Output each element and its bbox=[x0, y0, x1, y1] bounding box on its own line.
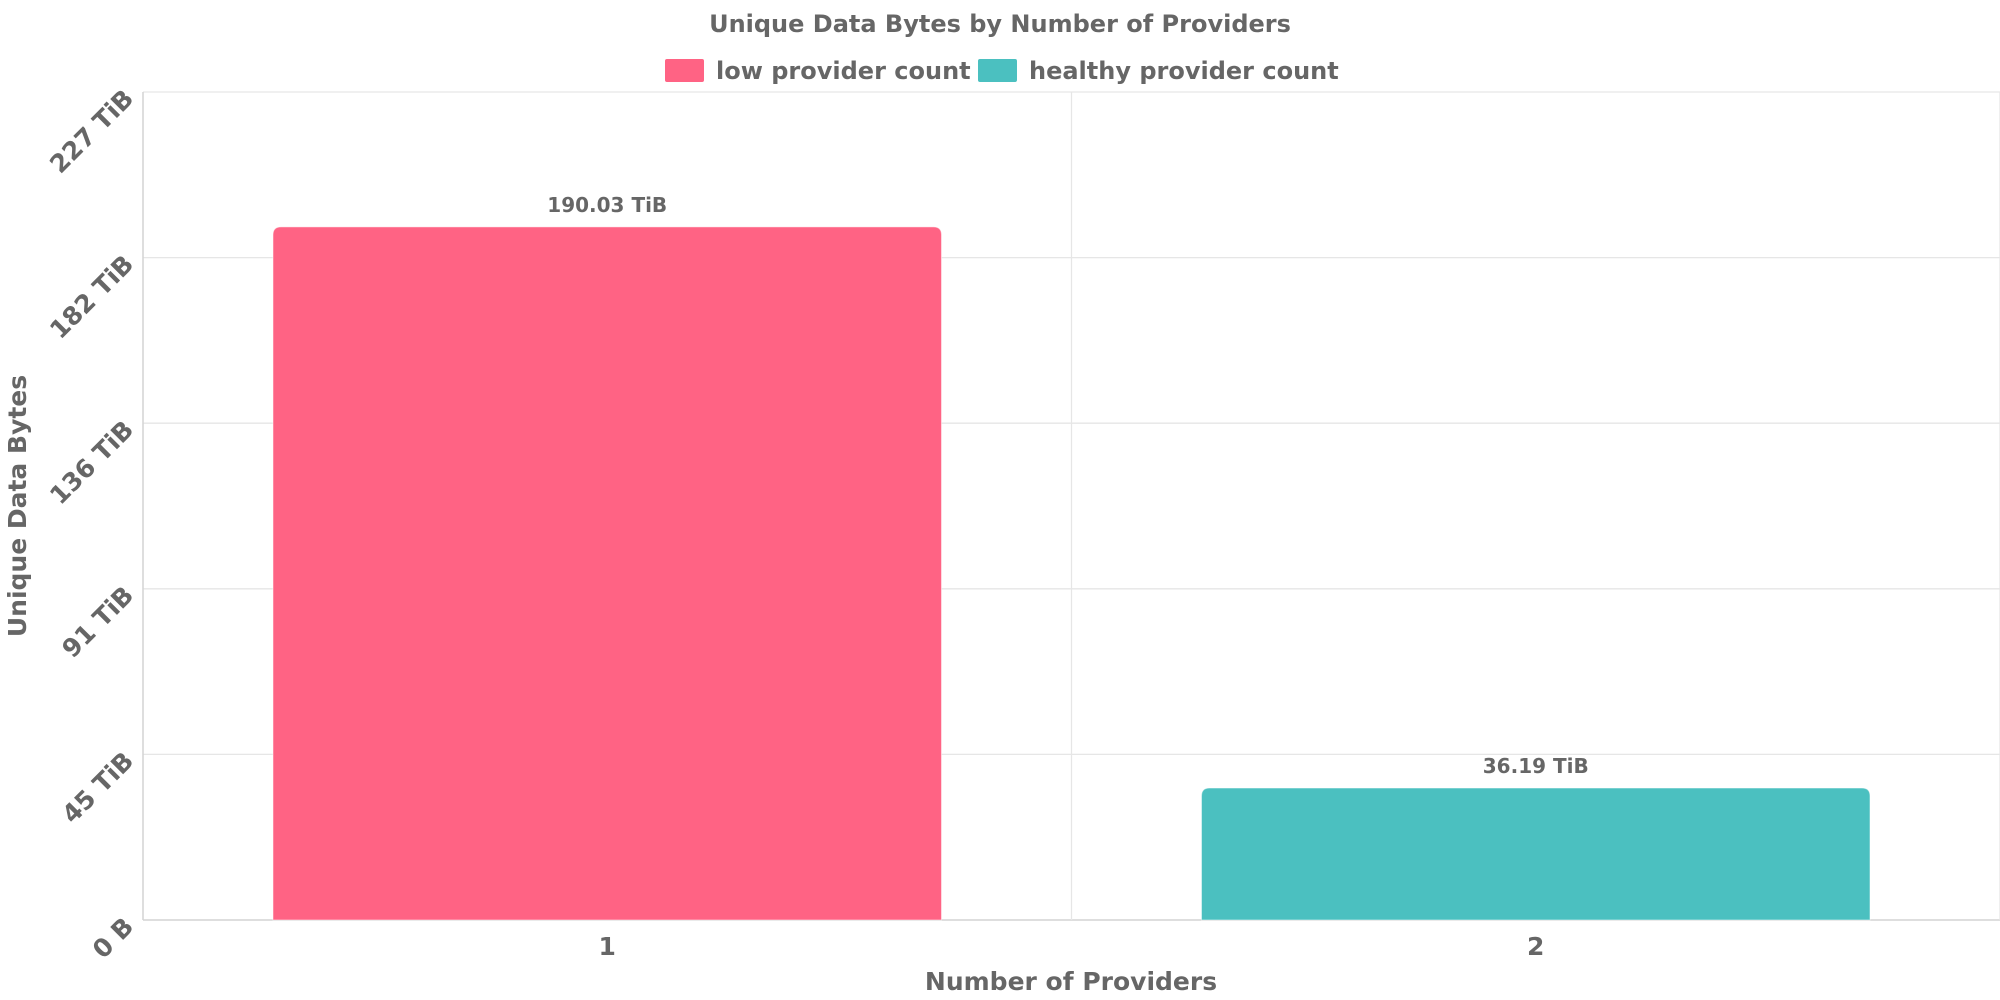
y-tick-label: 91 TiB bbox=[56, 581, 139, 664]
x-tick-label: 2 bbox=[1527, 932, 1544, 961]
y-axis-ticks: 0 B 45 TiB 91 TiB 136 TiB 182 TiB 227 TiB bbox=[44, 84, 139, 964]
legend-swatch-low-provider-count[interactable] bbox=[665, 59, 704, 82]
y-axis-label: Unique Data Bytes bbox=[3, 375, 32, 637]
bar-1[interactable] bbox=[272, 226, 943, 921]
y-tick-label: 0 B bbox=[87, 912, 139, 964]
bars: 190.03 TiB 36.19 TiB bbox=[272, 193, 1871, 921]
legend-label-healthy-provider-count[interactable]: healthy provider count bbox=[1029, 57, 1339, 85]
bar-data-label: 36.19 TiB bbox=[1483, 754, 1589, 778]
y-tick-label: 227 TiB bbox=[44, 84, 139, 179]
legend-label-low-provider-count[interactable]: low provider count bbox=[716, 57, 971, 85]
bar-data-label: 190.03 TiB bbox=[547, 193, 667, 217]
x-tick-label: 1 bbox=[599, 932, 616, 961]
x-axis-label: Number of Providers bbox=[925, 967, 1217, 996]
y-tick-label: 136 TiB bbox=[44, 415, 139, 510]
chart-title: Unique Data Bytes by Number of Providers bbox=[709, 10, 1291, 38]
y-tick-label: 182 TiB bbox=[44, 249, 139, 344]
legend: low provider count healthy provider coun… bbox=[665, 57, 1339, 85]
y-tick-label: 45 TiB bbox=[56, 746, 139, 829]
bar-2[interactable] bbox=[1200, 787, 1871, 921]
legend-swatch-healthy-provider-count[interactable] bbox=[978, 59, 1017, 82]
